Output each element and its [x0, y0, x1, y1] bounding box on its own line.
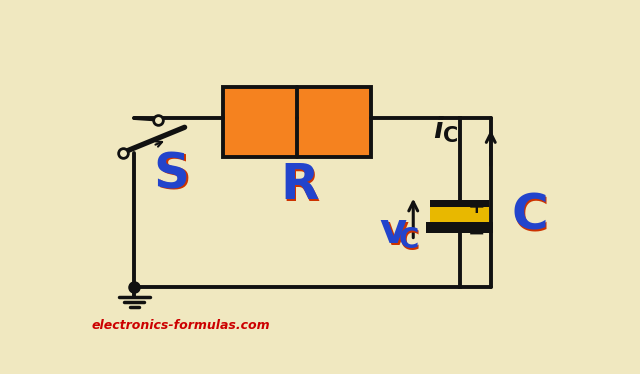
Text: C: C: [443, 126, 458, 146]
Text: −: −: [468, 223, 486, 243]
Text: R: R: [280, 161, 319, 209]
Text: S: S: [155, 152, 191, 200]
Text: electronics-formulas.com: electronics-formulas.com: [92, 319, 270, 332]
Text: R: R: [282, 163, 320, 211]
Text: v: v: [380, 210, 406, 252]
Bar: [430, 206, 489, 222]
Text: C: C: [511, 192, 548, 240]
Text: i: i: [433, 116, 443, 144]
Text: C: C: [400, 228, 420, 256]
Bar: [430, 200, 489, 206]
Text: v: v: [381, 212, 408, 254]
Bar: [223, 87, 371, 157]
Text: C: C: [513, 193, 549, 241]
Text: C: C: [399, 227, 419, 254]
Text: +: +: [468, 197, 486, 217]
Text: S: S: [154, 150, 189, 198]
Bar: [426, 222, 493, 233]
